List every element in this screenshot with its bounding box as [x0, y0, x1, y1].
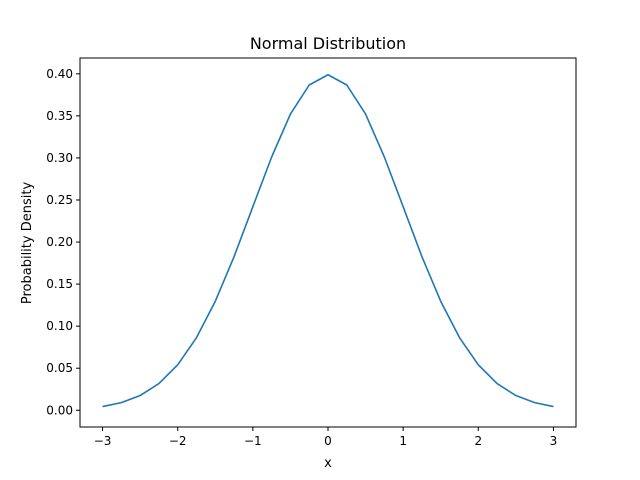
y-tick-label: 0.20 [46, 235, 73, 249]
y-tick-label: 0.05 [46, 361, 73, 375]
x-tick-label: −3 [94, 434, 112, 448]
x-axis-ticks: −3 −2 −1 0 1 2 3 [94, 427, 558, 448]
y-tick-label: 0.25 [46, 193, 73, 207]
x-tick-label: −2 [169, 434, 187, 448]
y-axis-ticks: 0.00 0.05 0.10 0.15 0.20 0.25 0.30 0.35 0.40 [46, 67, 80, 417]
x-tick-label: 2 [474, 434, 482, 448]
x-tick-label: 0 [324, 434, 332, 448]
y-tick-label: 0.30 [46, 151, 73, 165]
x-tick-label: 1 [399, 434, 407, 448]
x-tick-label: −1 [244, 434, 262, 448]
y-tick-label: 0.40 [46, 67, 73, 81]
plot-area [102, 73, 554, 408]
y-axis-label: Probability Density [20, 182, 35, 305]
x-tick-label: 3 [550, 434, 558, 448]
series-line-0 [102, 73, 554, 408]
x-axis-label: x [324, 456, 332, 471]
chart-title: Normal Distribution [250, 34, 406, 53]
y-tick-label: 0.10 [46, 319, 73, 333]
y-tick-label: 0.15 [46, 277, 73, 291]
plot-frame [79, 57, 577, 428]
y-tick-label: 0.35 [46, 109, 73, 123]
y-tick-label: 0.00 [46, 403, 73, 417]
